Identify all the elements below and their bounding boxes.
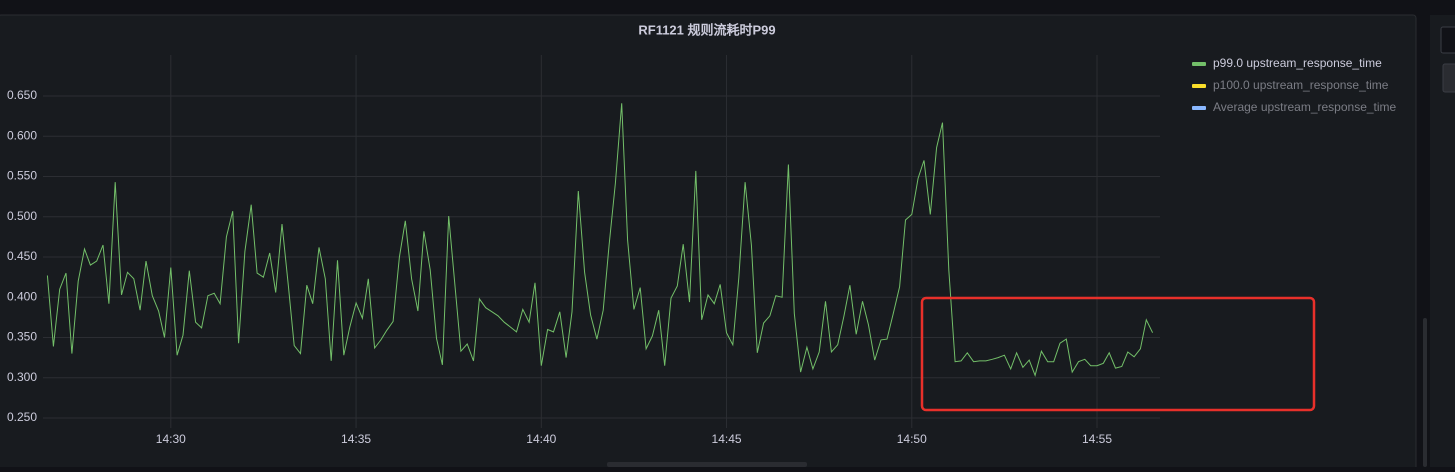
legend-swatch bbox=[1192, 84, 1206, 88]
y-tick-label: 0.500 bbox=[7, 209, 37, 223]
resize-handle[interactable] bbox=[607, 462, 807, 467]
x-tick-label: 14:45 bbox=[712, 432, 742, 446]
y-tick-label: 0.450 bbox=[7, 249, 37, 263]
chart-title: RF1121 规则流耗时P99 bbox=[638, 22, 775, 37]
y-tick-label: 0.250 bbox=[7, 410, 37, 424]
x-tick-label: 14:55 bbox=[1082, 432, 1112, 446]
side-button[interactable] bbox=[1440, 26, 1455, 54]
legend-label[interactable]: p100.0 upstream_response_time bbox=[1213, 78, 1389, 92]
y-tick-label: 0.350 bbox=[7, 330, 37, 344]
y-tick-label: 0.300 bbox=[7, 370, 37, 384]
y-tick-label: 0.650 bbox=[7, 88, 37, 102]
x-tick-label: 14:35 bbox=[341, 432, 371, 446]
legend-swatch bbox=[1192, 106, 1206, 110]
highlight-box bbox=[920, 296, 1316, 412]
scrollbar[interactable] bbox=[1423, 318, 1427, 467]
y-tick-label: 0.550 bbox=[7, 169, 37, 183]
x-tick-label: 14:40 bbox=[526, 432, 556, 446]
plot: 0.250 0.300 0.350 0.400 0.450 0.500 0.550 0.600… bbox=[7, 55, 1160, 446]
side-button[interactable] bbox=[1442, 63, 1455, 93]
data-line bbox=[46, 103, 1154, 378]
legend-label[interactable]: p99.0 upstream_response_time bbox=[1213, 56, 1382, 70]
x-tick-label: 14:30 bbox=[156, 432, 186, 446]
legend-label[interactable]: Average upstream_response_time bbox=[1213, 100, 1397, 114]
y-tick-label: 0.400 bbox=[7, 289, 37, 303]
y-tick-label: 0.600 bbox=[7, 128, 37, 142]
x-tick-label: 14:50 bbox=[897, 432, 927, 446]
panel bbox=[0, 14, 1417, 472]
legend-swatch bbox=[1192, 62, 1206, 66]
